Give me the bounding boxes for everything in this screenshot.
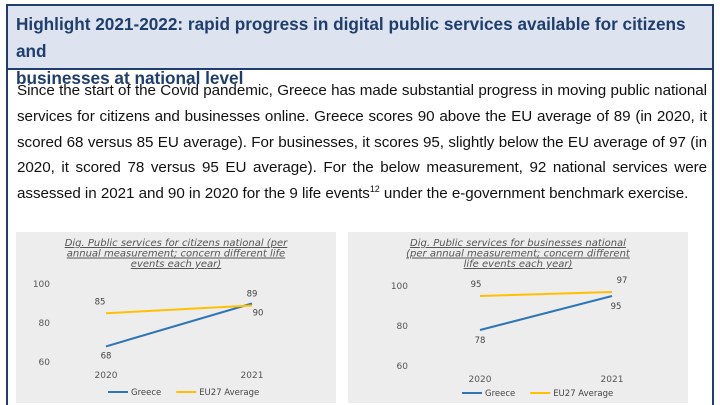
data-label: 97 — [617, 276, 628, 286]
businesses-chart: Dig. Public services for businesses nati… — [348, 232, 688, 403]
chart-svg: Dig. Public services for citizens nation… — [33, 238, 288, 398]
legend-label: EU27 Average — [199, 388, 259, 398]
x-tick-label: 2021 — [601, 375, 624, 385]
chart-title-line: events each year) — [131, 259, 221, 270]
chart-title-line: Dig. Public services for businesses nati… — [410, 238, 626, 249]
body-paragraph: Since the start of the Covid pandemic, G… — [17, 78, 707, 207]
data-label: 78 — [475, 336, 486, 346]
y-tick-label: 80 — [397, 322, 409, 332]
legend-label: Greece — [485, 389, 515, 399]
x-tick-label: 2020 — [95, 371, 118, 381]
data-label: 85 — [95, 297, 106, 307]
legend-label: EU27 Average — [553, 389, 613, 399]
chart-title: Dig. Public services for businesses nati… — [406, 238, 631, 270]
body-text: Since the start of the Covid pandemic, G… — [17, 82, 707, 203]
series-line — [105, 302, 253, 348]
highlight-box: Highlight 2021-2022: rapid progress in d… — [6, 4, 714, 405]
data-label: 68 — [101, 351, 112, 361]
series-line — [479, 295, 613, 331]
chart-title-line: Dig. Public services for citizens nation… — [65, 238, 288, 249]
footnote-ref: 12 — [369, 184, 380, 195]
header-line-2: businesses at national level — [16, 68, 244, 88]
y-tick-label: 100 — [391, 282, 408, 292]
legend-label: Greece — [131, 388, 161, 398]
series-line — [479, 291, 613, 297]
series-line — [105, 304, 253, 315]
chart-title-line: life events each year) — [464, 259, 573, 270]
chart-title-line: annual measurement; concern different li… — [67, 249, 285, 260]
x-tick-label: 2020 — [469, 375, 492, 385]
y-tick-label: 60 — [397, 362, 409, 372]
y-tick-label: 100 — [33, 280, 50, 290]
data-label: 89 — [247, 289, 258, 299]
data-label: 95 — [611, 302, 622, 312]
body-text-end: under the e-government benchmark exercis… — [379, 185, 689, 203]
y-tick-label: 80 — [39, 319, 51, 329]
highlight-header: Highlight 2021-2022: rapid progress in d… — [8, 6, 712, 88]
citizens-chart: Dig. Public services for citizens nation… — [16, 232, 336, 403]
y-tick-label: 60 — [39, 358, 51, 368]
chart-svg: Dig. Public services for businesses nati… — [391, 238, 631, 399]
x-tick-label: 2021 — [241, 371, 264, 381]
header-line-1: Highlight 2021-2022: rapid progress in d… — [16, 14, 686, 61]
data-label: 90 — [253, 309, 264, 319]
data-label: 95 — [471, 280, 482, 290]
chart-title-line: (per annual measurement; concern differe… — [406, 249, 631, 260]
chart-title: Dig. Public services for citizens nation… — [65, 238, 288, 270]
